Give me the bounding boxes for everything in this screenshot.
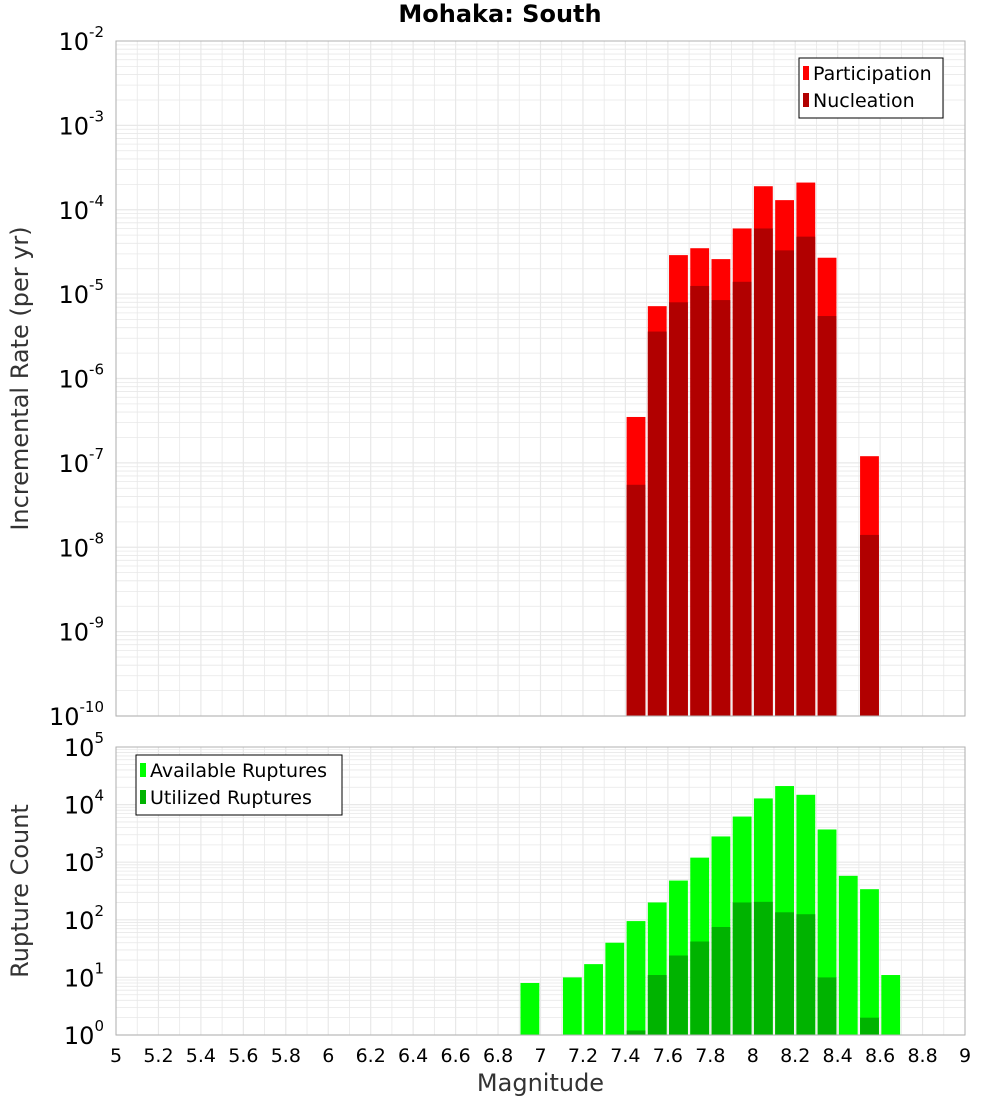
x-axis-title: Magnitude <box>477 1069 604 1097</box>
x-tick-label: 8.4 <box>823 1045 853 1067</box>
x-tick-label: 5.2 <box>143 1045 173 1067</box>
x-tick-label: 8.6 <box>865 1045 895 1067</box>
bar-nucleation <box>711 300 731 716</box>
x-tick-label: 5.6 <box>228 1045 258 1067</box>
counts-y-axis-title: Rupture Count <box>6 804 34 978</box>
bar-available-ruptures <box>562 977 582 1035</box>
bar-utilized-ruptures <box>626 1030 646 1035</box>
bar-available-ruptures <box>605 942 625 1035</box>
y-tick-label: 10-5 <box>58 276 104 309</box>
rates-legend-box <box>798 57 944 119</box>
bar-nucleation <box>775 250 794 717</box>
bar-available-ruptures <box>520 982 540 1035</box>
x-tick-label: 6.4 <box>398 1045 428 1067</box>
x-tick-label: 9 <box>959 1045 971 1067</box>
legend-label-participation: Participation <box>813 63 932 85</box>
bar-utilized-ruptures <box>732 902 752 1035</box>
legend-label-utilized-ruptures: Utilized Ruptures <box>150 787 312 809</box>
y-tick-label: 10-10 <box>49 698 104 731</box>
legend-swatch-available-ruptures <box>140 763 146 777</box>
y-tick-label: 101 <box>64 959 104 992</box>
x-tick-label: 7.8 <box>695 1045 725 1067</box>
y-tick-label: 100 <box>64 1017 104 1050</box>
x-tick-label: 7 <box>534 1045 546 1067</box>
y-tick-label: 10-6 <box>58 361 104 394</box>
rates-y-axis-title: Incremental Rate (per yr) <box>6 226 34 530</box>
bar-nucleation <box>732 281 752 716</box>
bar-nucleation <box>817 316 837 716</box>
y-tick-label: 10-9 <box>58 614 104 647</box>
bar-available-ruptures <box>584 964 603 1035</box>
counts-legend-box <box>135 754 343 816</box>
y-tick-label: 10-2 <box>58 23 104 56</box>
x-tick-label: 6.6 <box>440 1045 470 1067</box>
bar-utilized-ruptures <box>775 912 794 1035</box>
bar-available-ruptures <box>626 921 646 1035</box>
x-tick-label: 5.8 <box>271 1045 301 1067</box>
x-tick-label: 8.8 <box>907 1045 937 1067</box>
rates-plot-frame <box>115 40 966 717</box>
counts-bars <box>520 786 901 1035</box>
x-axis-ticks: 5 5.2 5.4 5.6 5.8 6 6.2 6.4 6.6 6.8 7 7.2 7.4 7.6 7.8 8… <box>110 1045 971 1067</box>
rates-panel: 10-10 10-9 10-8 10-7 10-6 10-5 10-4 10-3 10-2 In… <box>6 23 966 731</box>
bar-utilized-ruptures <box>711 926 731 1035</box>
bar-available-ruptures <box>838 875 858 1035</box>
bar-utilized-ruptures <box>753 901 773 1035</box>
legend-swatch-nucleation <box>803 93 809 107</box>
bar-available-ruptures <box>881 975 901 1035</box>
y-tick-label: 10-8 <box>58 529 104 562</box>
x-tick-label: 7.6 <box>653 1045 683 1067</box>
legend-label-nucleation: Nucleation <box>813 90 915 112</box>
counts-plot-frame <box>115 746 966 1036</box>
y-tick-label: 103 <box>64 844 104 877</box>
x-tick-label: 6 <box>322 1045 334 1067</box>
x-tick-label: 7.2 <box>568 1045 598 1067</box>
legend-swatch-utilized-ruptures <box>140 790 146 804</box>
bar-utilized-ruptures <box>690 941 710 1035</box>
y-tick-label: 10-4 <box>58 192 104 225</box>
x-tick-label: 5.4 <box>186 1045 216 1067</box>
bar-utilized-ruptures <box>647 975 667 1035</box>
bar-utilized-ruptures <box>817 977 837 1035</box>
bar-nucleation <box>626 484 646 716</box>
rates-legend: Participation Nucleation <box>798 57 944 119</box>
bar-nucleation <box>860 534 879 716</box>
bar-nucleation <box>669 302 688 716</box>
y-tick-label: 105 <box>64 729 104 762</box>
counts-legend: Available Ruptures Utilized Ruptures <box>135 754 343 816</box>
x-tick-label: 6.8 <box>483 1045 513 1067</box>
chart-title: Mohaka: South <box>398 0 601 28</box>
y-tick-label: 10-3 <box>58 107 104 140</box>
y-tick-label: 10-7 <box>58 445 104 478</box>
bar-nucleation <box>647 331 667 716</box>
bar-utilized-ruptures <box>669 955 688 1035</box>
x-tick-label: 8 <box>747 1045 759 1067</box>
bar-nucleation <box>753 228 773 716</box>
legend-swatch-participation <box>803 66 809 80</box>
rates-bars <box>626 182 879 717</box>
bar-nucleation <box>690 285 710 716</box>
x-tick-label: 8.2 <box>780 1045 810 1067</box>
y-tick-label: 102 <box>64 902 104 935</box>
x-tick-label: 7.4 <box>610 1045 640 1067</box>
counts-y-ticks: 100 101 102 103 104 105 <box>64 729 104 1050</box>
legend-label-available-ruptures: Available Ruptures <box>150 760 327 782</box>
rates-y-ticks: 10-10 10-9 10-8 10-7 10-6 10-5 10-4 10-3 10-2 <box>49 23 104 731</box>
rates-grid <box>115 41 966 717</box>
bar-utilized-ruptures <box>860 1017 879 1035</box>
bar-nucleation <box>796 236 816 716</box>
y-tick-label: 104 <box>64 787 104 820</box>
x-tick-label: 5 <box>110 1045 122 1067</box>
bar-utilized-ruptures <box>796 914 816 1035</box>
x-tick-label: 6.2 <box>356 1045 386 1067</box>
bar-available-ruptures <box>860 889 879 1035</box>
counts-panel: 100 101 102 103 104 105 Rupture Count Availab… <box>6 729 966 1050</box>
